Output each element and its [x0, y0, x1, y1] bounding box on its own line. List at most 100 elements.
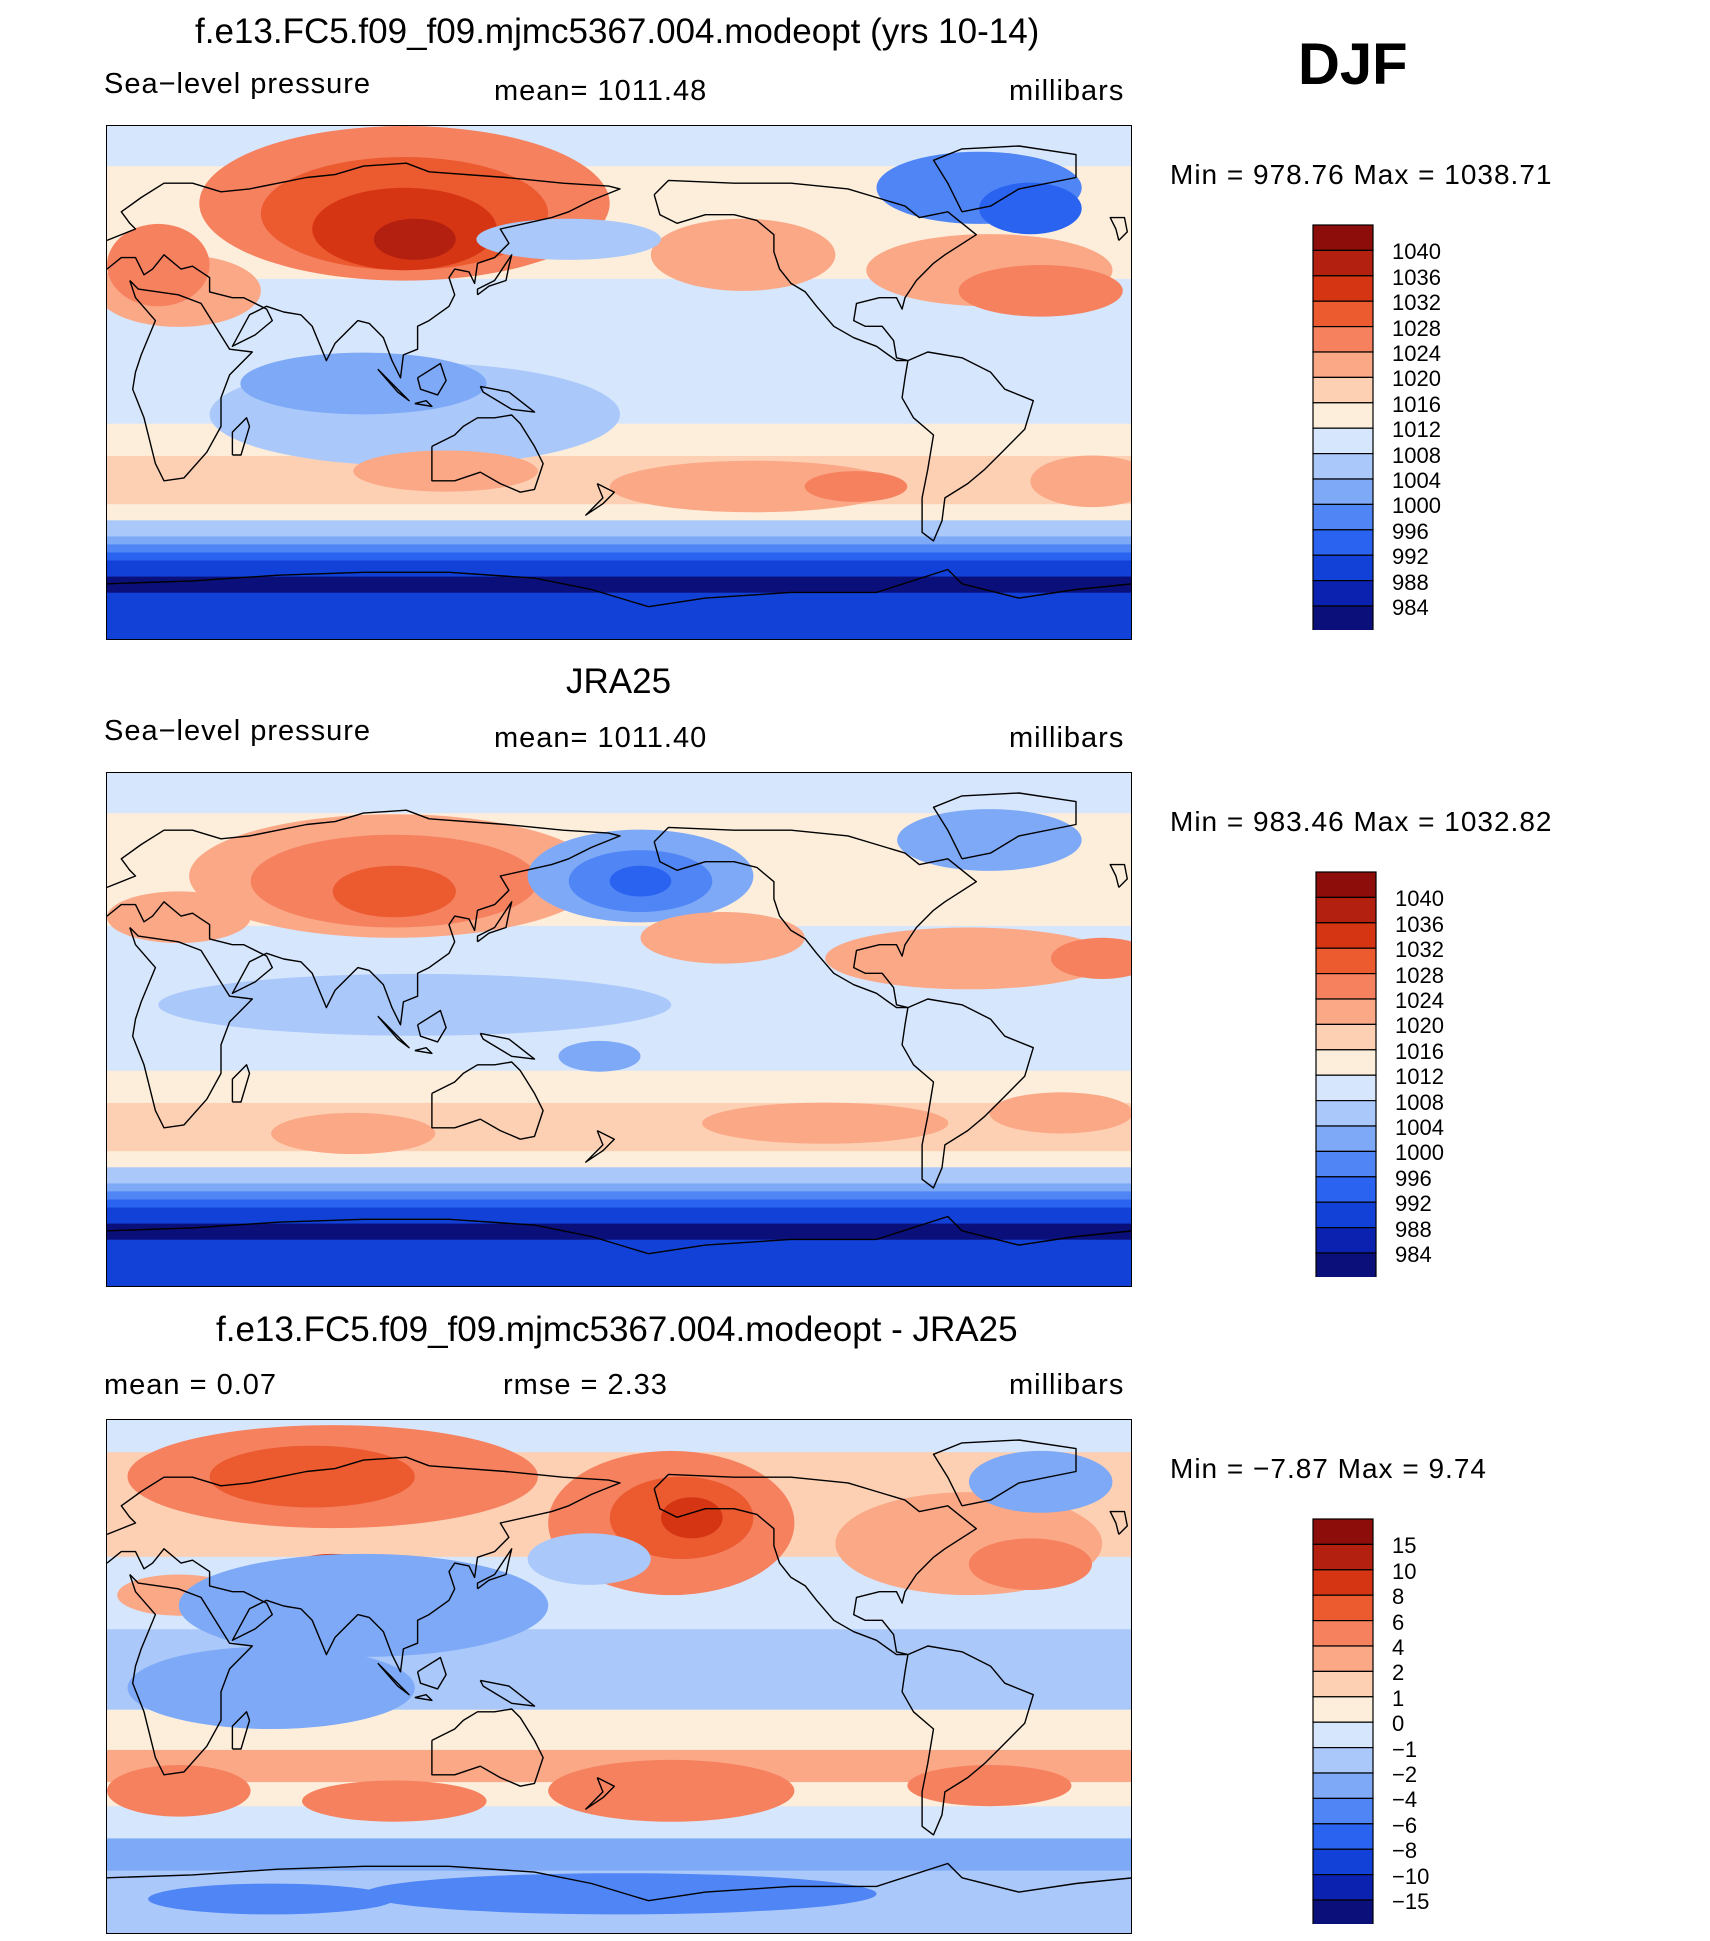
- field-contour: [363, 1873, 877, 1915]
- colorbar-tick-label: 1012: [1395, 1064, 1444, 1090]
- field-band: [107, 423, 1131, 433]
- colorbar-swatch: [1315, 922, 1377, 949]
- field-band: [107, 311, 1131, 320]
- panel-2-mean-label: mean= 1011.40: [494, 722, 708, 754]
- field-band: [107, 158, 1131, 167]
- field-band: [107, 375, 1131, 385]
- colorbar-tick-label: 10: [1392, 1558, 1417, 1584]
- field-band: [107, 633, 1131, 639]
- field-band: [107, 1159, 1131, 1168]
- colorbar-swatch: [1315, 1074, 1377, 1102]
- field-contour: [650, 218, 836, 291]
- colorbar-swatch: [1312, 1721, 1374, 1749]
- colorbar-swatch: [1315, 1150, 1377, 1178]
- panel-3-units-label: millibars: [1009, 1369, 1125, 1401]
- colorbar-swatch: [1315, 1125, 1377, 1152]
- field-contour: [1050, 937, 1131, 979]
- field-contour: [640, 912, 805, 964]
- field-contour: [609, 460, 897, 513]
- field-band: [107, 1271, 1131, 1281]
- field-band: [107, 270, 1131, 280]
- panel-1-variable-label: Sea−level pressure: [104, 68, 372, 100]
- field-contour: [353, 450, 538, 492]
- field-band: [107, 1452, 1131, 1461]
- panel-1-map-svg: [107, 126, 1131, 639]
- coastline: [416, 362, 447, 396]
- field-band: [107, 552, 1131, 562]
- field-band: [107, 190, 1131, 199]
- colorbar-swatch: [1315, 1252, 1377, 1279]
- colorbar-swatch: [1312, 605, 1374, 632]
- colorbar-swatch: [1312, 554, 1374, 582]
- colorbar-tick-label: −4: [1392, 1787, 1418, 1813]
- field-band: [107, 966, 1131, 975]
- field-band: [107, 805, 1131, 814]
- field-band: [107, 198, 1131, 207]
- field-band: [107, 343, 1131, 352]
- field-band: [107, 431, 1131, 441]
- field-band: [107, 464, 1131, 473]
- field-band: [107, 214, 1131, 224]
- field-band: [107, 1223, 1131, 1233]
- field-band: [107, 1927, 1131, 1933]
- field-band: [107, 925, 1131, 935]
- field-band: [107, 616, 1131, 626]
- field-band: [107, 1741, 1131, 1751]
- colorbar-tick-label: 984: [1395, 1242, 1432, 1267]
- panel-3-colorbar: 15 10 8 6 4 2 1 0 −1 −2 −4 −6 −8 −10 −15: [1312, 1518, 1429, 1929]
- panel-1-colorbar-svg: [1312, 224, 1374, 632]
- colorbar-tick-label: 1020: [1392, 366, 1441, 392]
- field-contour: [476, 218, 661, 260]
- coastline: [653, 826, 977, 1009]
- field-contour: [548, 1759, 795, 1822]
- colorbar-swatch: [1312, 224, 1374, 251]
- colorbar-tick-label: 1036: [1392, 264, 1441, 290]
- field-band: [107, 1910, 1131, 1920]
- field-band: [107, 383, 1131, 393]
- field-band: [107, 1621, 1131, 1630]
- colorbar-tick-label: −1: [1392, 1736, 1418, 1762]
- colorbar-swatch: [1312, 1747, 1374, 1774]
- colorbar-tick-label: 1008: [1392, 442, 1441, 468]
- panel-2-units-label: millibars: [1009, 722, 1125, 754]
- field-band: [107, 182, 1131, 191]
- field-band: [107, 504, 1131, 513]
- field-band: [107, 1846, 1131, 1856]
- field-band: [107, 773, 1131, 782]
- field-band: [107, 1119, 1131, 1128]
- field-band: [107, 592, 1131, 602]
- field-band: [107, 544, 1131, 553]
- panel-1-colorbar: 1040 1036 1032 1028 1024 1020 1016 1012 1008 1004…: [1312, 224, 1441, 635]
- coastline: [416, 1009, 447, 1043]
- field-contour: [1030, 455, 1131, 508]
- field-contour: [107, 1765, 251, 1817]
- coastline: [231, 1711, 251, 1750]
- field-contour: [332, 865, 456, 918]
- coastline: [414, 1047, 433, 1055]
- panel-3-colorbar-svg: [1312, 1518, 1374, 1926]
- field-band: [107, 560, 1131, 570]
- colorbar-tick-label: 996: [1395, 1165, 1432, 1191]
- field-band: [107, 1143, 1131, 1152]
- coastline: [107, 1456, 621, 1673]
- coastline: [231, 417, 251, 456]
- field-band: [107, 1207, 1131, 1217]
- colorbar-tick-label: 15: [1392, 1533, 1417, 1559]
- field-band: [107, 1854, 1131, 1864]
- panel-3-title: f.e13.FC5.f09_f09.mjmc5367.004.modeopt -…: [216, 1310, 1018, 1349]
- field-band: [107, 917, 1131, 927]
- field-band: [107, 496, 1131, 505]
- field-band: [107, 520, 1131, 529]
- colorbar-swatch: [1312, 529, 1374, 556]
- coastline: [901, 1645, 1034, 1836]
- coastline: [901, 351, 1034, 542]
- field-band: [107, 1175, 1131, 1184]
- field-band: [107, 528, 1131, 537]
- colorbar-swatch: [1312, 325, 1374, 353]
- field-band: [107, 1199, 1131, 1209]
- colorbar-swatch: [1315, 998, 1377, 1025]
- field-band: [107, 1918, 1131, 1928]
- colorbar-swatch: [1312, 1696, 1374, 1723]
- colorbar-tick-label: 1040: [1395, 886, 1444, 912]
- coastline: [107, 162, 621, 379]
